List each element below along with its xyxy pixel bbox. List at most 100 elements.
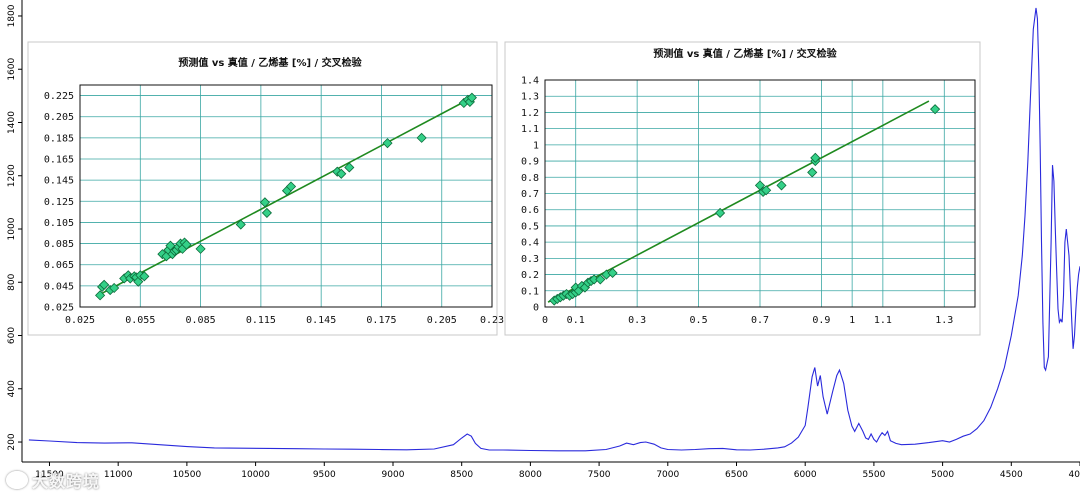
spectrum-y-tick-label: 1000 (7, 217, 17, 240)
inset-right-y-tick-label: 1.4 (521, 76, 539, 87)
inset-left-point (344, 162, 355, 173)
inset-left-y-tick-label: 0.185 (44, 133, 74, 144)
spectrum-y-tick-label: 1600 (7, 58, 17, 81)
inset-right-y-tick-label: 1.3 (521, 92, 539, 103)
inset-right-title: 预测值 vs 真值 / 乙烯基 [%] / 交叉检验 (653, 47, 837, 60)
inset-left-y-tick-label: 0.085 (44, 239, 74, 250)
inset-right-x-tick-label: 1.1 (874, 315, 892, 326)
inset-left-point (285, 181, 297, 192)
inset-left-point (382, 138, 393, 149)
inset-left-y-tick-label: 0.205 (44, 112, 74, 123)
inset-right-fit-line (547, 100, 930, 303)
inset-left-point (416, 132, 427, 143)
spectrum-series (28, 7, 1080, 452)
inset-left-x-tick-label: 0.145 (306, 315, 336, 326)
inset-left-y-tick-label: 0.225 (44, 91, 74, 102)
inset-left-point (99, 279, 110, 290)
spectrum-x-tick-label: 5500 (862, 470, 885, 480)
spectrum-x-tick-label: 10000 (241, 470, 270, 480)
inset-left-x-tick-label: 0.175 (366, 315, 396, 326)
inset-left-point (195, 243, 206, 254)
inset-left: 预测值 vs 真值 / 乙烯基 [%] / 交叉检验 0.025 0.055 0.08… (27, 41, 504, 336)
inset-left-point (466, 92, 477, 103)
inset-right-y-tick-label: 0.8 (521, 173, 539, 184)
spectrum-x-tick-label: 9000 (382, 470, 405, 480)
inset-right: 预测值 vs 真值 / 乙烯基 [%] / 交叉检验 0 0.1 0.3 0.5 0.7 0… (504, 41, 981, 336)
inset-left-plot-border (79, 84, 493, 308)
inset-right-plot-border (544, 79, 976, 308)
inset-right-x-tick-label: 0.5 (690, 315, 708, 326)
spectrum-x-tick-label: 8000 (519, 470, 542, 480)
spectrum-x-tick-label: 6500 (725, 470, 748, 480)
inset-right-y-tick-label: 1 (533, 140, 539, 151)
inset-left-x-tick-label: 0.23 (480, 315, 504, 326)
inset-left-y-tick-label: 0.145 (44, 176, 74, 187)
spectrum-y-tick-label: 400 (7, 380, 17, 397)
inset-right-y-tick-label: 0.3 (521, 254, 539, 265)
spectrum-x-tick-label: 8500 (450, 470, 473, 480)
spectrum-y-tick-label: 1800 (7, 4, 17, 27)
spectrum-x-tick-label: 11000 (104, 470, 133, 480)
inset-left-point (95, 290, 106, 301)
insets: 预测值 vs 真值 / 乙烯基 [%] / 交叉检验 0.025 0.055 0.08… (27, 41, 981, 336)
watermark-logo-icon (6, 471, 28, 489)
inset-left-point (261, 207, 272, 218)
inset-left-x-tick-label: 0.055 (125, 315, 155, 326)
spectrum-line (28, 7, 1080, 452)
inset-right-point (715, 207, 726, 219)
inset-left-point (139, 271, 150, 282)
inset-right-y-tick-label: 0.9 (521, 157, 539, 168)
spectrum-x-tick-label: 7500 (588, 470, 611, 480)
inset-left-x-tick-label: 0.085 (186, 315, 216, 326)
inset-left-x-tick-label: 0.115 (246, 315, 276, 326)
inset-right-point (595, 274, 606, 285)
inset-right-point (776, 180, 787, 191)
watermark: 大数跨境 (6, 468, 100, 492)
inset-right-x-tick-label: 0.7 (751, 315, 769, 326)
inset-right-x-tick-label: 0.9 (812, 315, 830, 326)
inset-left-y-tick-label: 0.105 (44, 218, 74, 229)
inset-right-point (761, 185, 772, 196)
inset-right-x-tick-label: 1.3 (935, 315, 953, 326)
inset-left-point (235, 219, 246, 230)
inset-right-point (810, 152, 821, 163)
inset-right-x-tick-label: 0.1 (567, 315, 585, 326)
inset-left-y-tick-label: 0.045 (44, 281, 74, 292)
inset-right-y-tick-label: 0 (533, 303, 539, 314)
inset-left-y-tick-label: 0.025 (44, 303, 74, 314)
spectrum-x-tick-label: 5000 (931, 470, 954, 480)
inset-left-y-tick-label: 0.125 (44, 197, 74, 208)
inset-left-y-tick-label: 0.165 (44, 155, 74, 166)
inset-right-y-tick-label: 0.2 (521, 270, 539, 281)
spectrum-y-tick-label: 800 (7, 273, 17, 290)
inset-right-point (607, 267, 618, 279)
inset-right-y-tick-label: 1.2 (521, 108, 539, 119)
inset-right-y-tick-label: 0.6 (521, 205, 539, 216)
inset-right-y-tick-label: 0.1 (521, 286, 539, 297)
inset-left-y-tick-label: 0.065 (44, 260, 74, 271)
inset-right-y-tick-label: 1.1 (521, 124, 539, 135)
inset-right-y-tick-label: 0.7 (521, 189, 539, 200)
spectrum-y-tick-label: 600 (7, 327, 17, 344)
watermark-text: 大数跨境 (32, 472, 101, 491)
spectrum-y-tick-label: 200 (7, 433, 17, 450)
spectrum-x-tick-label: 6000 (794, 470, 817, 480)
inset-right-x-tick-label: 0 (542, 315, 548, 326)
inset-right-x-tick-label: 1 (849, 315, 855, 326)
spectrum-y-tick-label: 1200 (7, 164, 17, 187)
spectrum-x-tick-label: 11500 (35, 470, 64, 480)
inset-left-x-tick-label: 0.205 (427, 315, 457, 326)
spectrum-x-tick-label: 4500 (1000, 470, 1023, 480)
inset-left-point (336, 168, 347, 179)
spectrum-x-tick-label: 7000 (656, 470, 679, 480)
inset-left-point (181, 239, 192, 250)
inset-right-y-tick-label: 0.5 (521, 221, 539, 232)
spectrum-y-tick-label: 1400 (7, 111, 17, 134)
spectrum-x-tick-label: 9500 (313, 470, 336, 480)
inset-left-point (109, 282, 120, 294)
inset-right-x-tick-label: 0.3 (628, 315, 646, 326)
inset-right-y-tick-label: 0.4 (521, 238, 539, 249)
inset-left-point (259, 197, 270, 208)
